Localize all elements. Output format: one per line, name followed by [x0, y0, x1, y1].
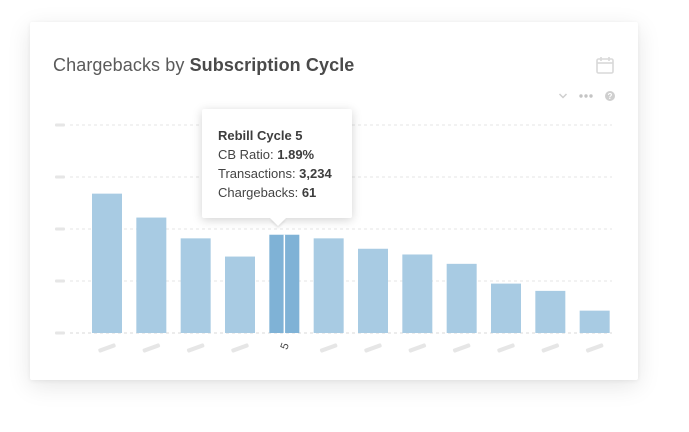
bar	[136, 217, 167, 333]
help-icon[interactable]: ?	[604, 89, 616, 107]
chart-title-bold: Subscription Cycle	[189, 55, 355, 75]
tooltip-transactions: Transactions: 3,234	[218, 166, 332, 181]
y-tick-placeholder	[55, 227, 65, 231]
bar	[180, 238, 211, 333]
bar	[446, 263, 477, 333]
tooltip-cb-ratio: CB Ratio: 1.89%	[218, 147, 315, 162]
x-tick-placeholder	[541, 343, 560, 353]
bar	[225, 256, 255, 333]
x-tick-placeholder	[585, 343, 604, 353]
x-tick-placeholder	[98, 343, 116, 353]
x-tick-placeholder	[231, 343, 249, 353]
x-tick-placeholder	[452, 343, 471, 353]
y-tick-placeholder	[55, 175, 65, 179]
y-tick-placeholder	[55, 279, 65, 283]
y-tick-placeholder	[55, 331, 65, 335]
chart-title: Chargebacks by Subscription Cycle	[53, 55, 354, 76]
bar-chart: 5	[55, 123, 612, 353]
tooltip-chargebacks: Chargebacks: 61	[218, 185, 317, 200]
bar	[313, 238, 344, 333]
x-tick-placeholder	[497, 343, 515, 353]
y-tick-placeholder	[55, 123, 65, 127]
x-tick-placeholder	[319, 343, 338, 353]
x-tick-label: 5	[279, 341, 292, 351]
x-tick-placeholder	[364, 343, 382, 353]
calendar-icon[interactable]	[595, 55, 615, 80]
tooltip-heading: Rebill Cycle 5	[218, 128, 303, 143]
chart-tooltip: Rebill Cycle 5 CB Ratio: 1.89% Transacti…	[202, 109, 352, 226]
x-tick-placeholder	[408, 343, 427, 353]
bar	[579, 310, 610, 333]
chart-title-prefix: Chargebacks by	[53, 55, 190, 75]
bar	[491, 283, 521, 333]
bar	[358, 248, 388, 333]
bar	[92, 193, 122, 333]
chevron-down-icon[interactable]	[558, 89, 568, 107]
more-dots-icon[interactable]	[578, 89, 594, 107]
x-tick-placeholder	[186, 343, 205, 353]
chart-card: Chargebacks by Subscription Cycle ? 5 Re…	[30, 22, 638, 380]
svg-text:?: ?	[608, 92, 613, 101]
x-tick-placeholder	[142, 343, 161, 353]
bar	[535, 290, 566, 333]
bar	[402, 254, 433, 333]
tooltip-arrow	[270, 218, 286, 226]
